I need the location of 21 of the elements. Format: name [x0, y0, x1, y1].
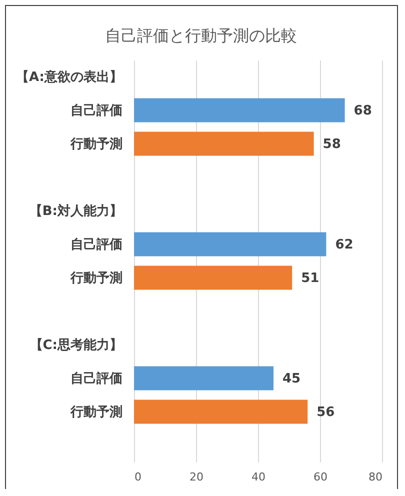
x-tick-label: 80: [368, 470, 382, 484]
chart-title: 自己評価と行動予測の比較: [105, 26, 297, 45]
x-tick-label: 20: [190, 470, 204, 484]
data-label: 51: [301, 270, 320, 286]
data-label: 45: [282, 371, 301, 386]
x-tick-label: 0: [134, 470, 142, 484]
y-tick-label: 行動予測: [70, 270, 122, 286]
y-tick-label: 行動予測: [70, 136, 122, 152]
y-tick-label: 自己評価: [70, 236, 122, 252]
x-tick-label: 40: [252, 470, 266, 484]
y-tick-label: 【A:意欲の表出】: [16, 68, 122, 85]
data-label: 68: [354, 103, 372, 118]
data-label: 56: [316, 404, 335, 420]
data-label: 58: [322, 136, 341, 152]
y-tick-label: 行動予測: [70, 404, 122, 420]
y-tick-label: 【C:思考能力】: [30, 336, 122, 353]
y-tick-label: 自己評価: [70, 102, 122, 118]
data-label: 62: [335, 237, 354, 252]
y-tick-label: 自己評価: [70, 370, 122, 386]
y-tick-label: 【B:対人能力】: [29, 202, 122, 219]
x-tick-label: 60: [314, 470, 328, 484]
